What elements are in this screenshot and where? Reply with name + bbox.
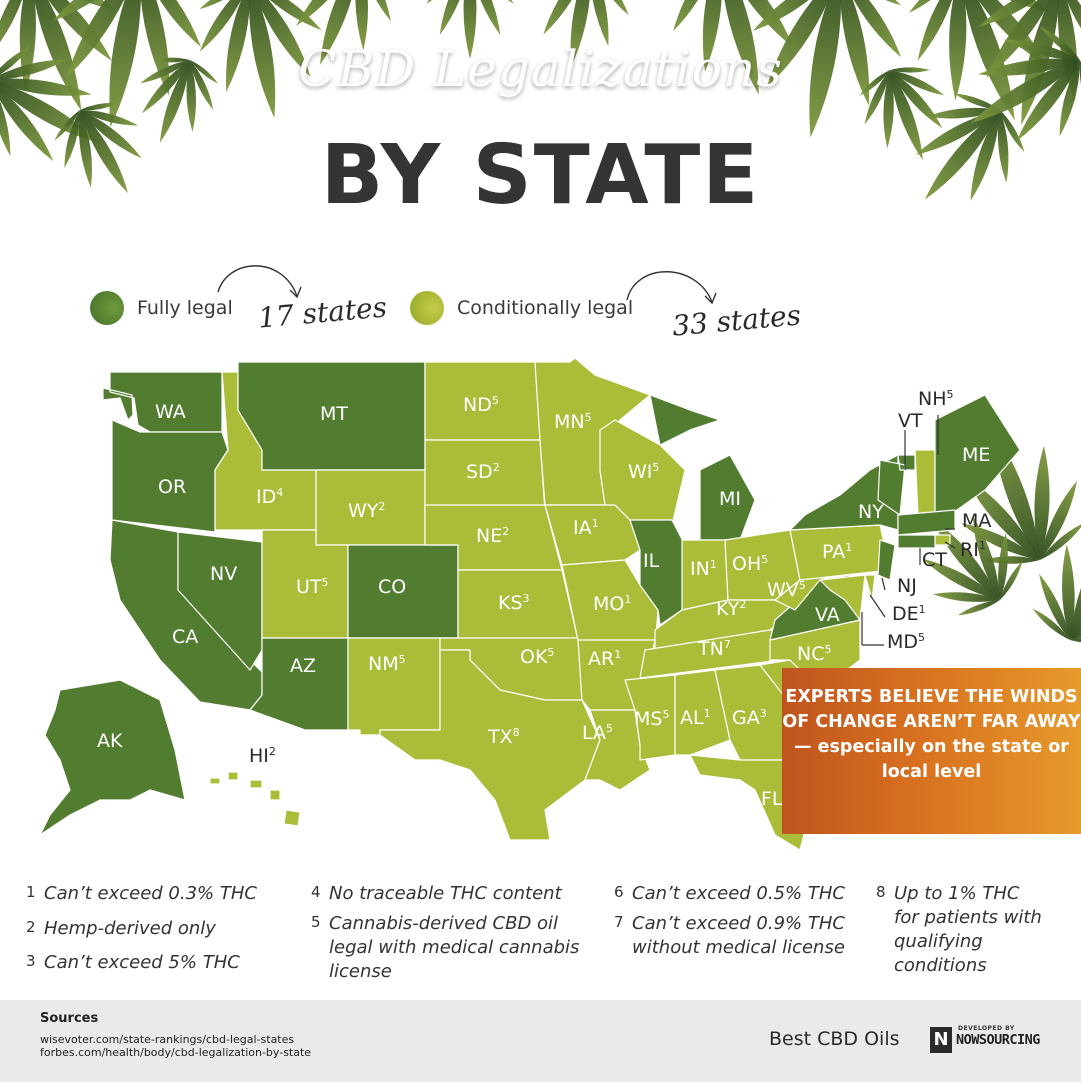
state-md (819, 574, 866, 621)
developer-name: NOWSOURCING (956, 1032, 1040, 1048)
state-ct (897, 534, 936, 549)
state-label-ia: IA1 (573, 517, 599, 539)
legend-fully-legal-label: Fully legal (137, 297, 233, 319)
state-label-or: OR (158, 476, 186, 498)
state-leader-line (944, 541, 956, 549)
state-label-de: DE1 (892, 603, 926, 625)
legend-arrows (217, 265, 717, 305)
state-label-wv: WV5 (767, 579, 806, 601)
state-ak (39, 679, 186, 836)
state-label-ky: KY2 (716, 598, 746, 620)
state-label-wa: WA (155, 401, 186, 423)
state-label-ct: CT (922, 549, 947, 571)
legend-conditionally-legal-label: Conditionally legal (457, 297, 634, 319)
state-label-co: CO (378, 576, 406, 598)
state-label-ar: AR1 (588, 648, 621, 670)
state-label-tx: TX8 (487, 726, 520, 748)
state-label-nh: NH5 (918, 388, 954, 410)
state-wa (102, 371, 223, 433)
footer (0, 1000, 1081, 1082)
footnote-7: 7 Can’t exceed 0.9% THC without medical l… (614, 913, 845, 958)
state-label-ma: MA (962, 510, 991, 532)
state-label-ga: GA3 (732, 707, 767, 729)
state-label-la: LA5 (582, 722, 613, 744)
state-label-pa: PA1 (822, 541, 852, 563)
state-de (864, 574, 876, 601)
state-label-al: AL1 (680, 707, 711, 729)
state-mi (649, 394, 756, 541)
source-link-2[interactable]: forbes.com/health/body/cbd-legalization-… (40, 1046, 312, 1059)
state-label-oh: OH5 (732, 553, 768, 575)
footnote-8: 8 Up to 1% THC for patients with qualifyi… (876, 883, 1042, 976)
state-label-nm: NM5 (368, 653, 406, 675)
footnote-3: 3 Can’t exceed 5% THC (26, 952, 240, 973)
state-label-ne: NE2 (476, 525, 509, 547)
state-label-ok: OK5 (520, 646, 554, 668)
state-label-wi: WI5 (628, 461, 659, 483)
state-nh (914, 449, 936, 516)
source-link-1[interactable]: wisevoter.com/state-rankings/cbd-legal-s… (40, 1033, 295, 1046)
state-label-id: ID4 (256, 486, 283, 508)
state-label-az: AZ (290, 655, 316, 677)
state-label-md: MD5 (887, 631, 925, 653)
state-label-va: VA (815, 604, 840, 626)
footnote-1: 1 Can’t exceed 0.3% THC (26, 883, 257, 904)
state-fl (689, 754, 811, 851)
legend-conditionally-legal-swatch (410, 291, 444, 325)
state-label-mo: MO1 (593, 593, 631, 615)
state-label-nv: NV (210, 563, 237, 585)
state-label-wy: WY2 (348, 500, 385, 522)
state-hi (209, 771, 301, 827)
state-az (249, 637, 349, 731)
state-label-vt: VT (898, 410, 923, 432)
state-label-nc: NC5 (797, 643, 831, 665)
script-title: CBD Legalizations (298, 40, 783, 98)
legend-fully-legal-swatch (90, 291, 124, 325)
state-label-il: IL (643, 550, 660, 572)
state-label-ca: CA (172, 626, 198, 648)
state-label-nj: NJ (897, 575, 917, 597)
sources-title: Sources (40, 1011, 99, 1026)
state-label-ny: NY (858, 501, 884, 523)
state-tx (379, 649, 601, 841)
state-label-nd: ND5 (463, 394, 499, 416)
state-label-hi: HI2 (249, 745, 276, 767)
state-label-mn: MN5 (554, 411, 592, 433)
state-nj (877, 539, 896, 581)
state-leader-line (869, 594, 886, 618)
state-label-ks: KS3 (498, 592, 530, 614)
nowsourcing-logo-icon: N (930, 1027, 952, 1053)
state-label-sd: SD2 (466, 461, 500, 483)
state-label-ut: UT5 (296, 576, 329, 598)
footnote-2: 2 Hemp-derived only (26, 918, 216, 939)
state-leader-line (881, 577, 886, 591)
state-al (674, 669, 731, 756)
state-label-tn: TN7 (697, 638, 731, 660)
footnote-5: 5 Cannabis-derived CBD oil legal with med… (311, 913, 580, 982)
state-label-ak: AK (97, 730, 123, 752)
state-label-mt: MT (320, 403, 348, 425)
brand-name: Best CBD Oils (769, 1028, 900, 1050)
main-title: BY STATE (320, 128, 761, 223)
state-label-mi: MI (719, 488, 741, 510)
state-label-ri: RI1 (960, 539, 986, 561)
state-ma (897, 509, 956, 536)
state-label-ms: MS5 (634, 708, 669, 730)
state-label-me: ME (962, 444, 990, 466)
developed-by-label: DEVELOPED BY (958, 1025, 1015, 1032)
experts-banner: EXPERTS BELIEVE THE WINDS OF CHANGE AREN… (782, 668, 1081, 834)
state-il (629, 519, 686, 626)
footnote-4: 4 No traceable THC content (311, 883, 562, 904)
footnote-6: 6 Can’t exceed 0.5% THC (614, 883, 845, 904)
state-label-in: IN1 (690, 558, 717, 580)
